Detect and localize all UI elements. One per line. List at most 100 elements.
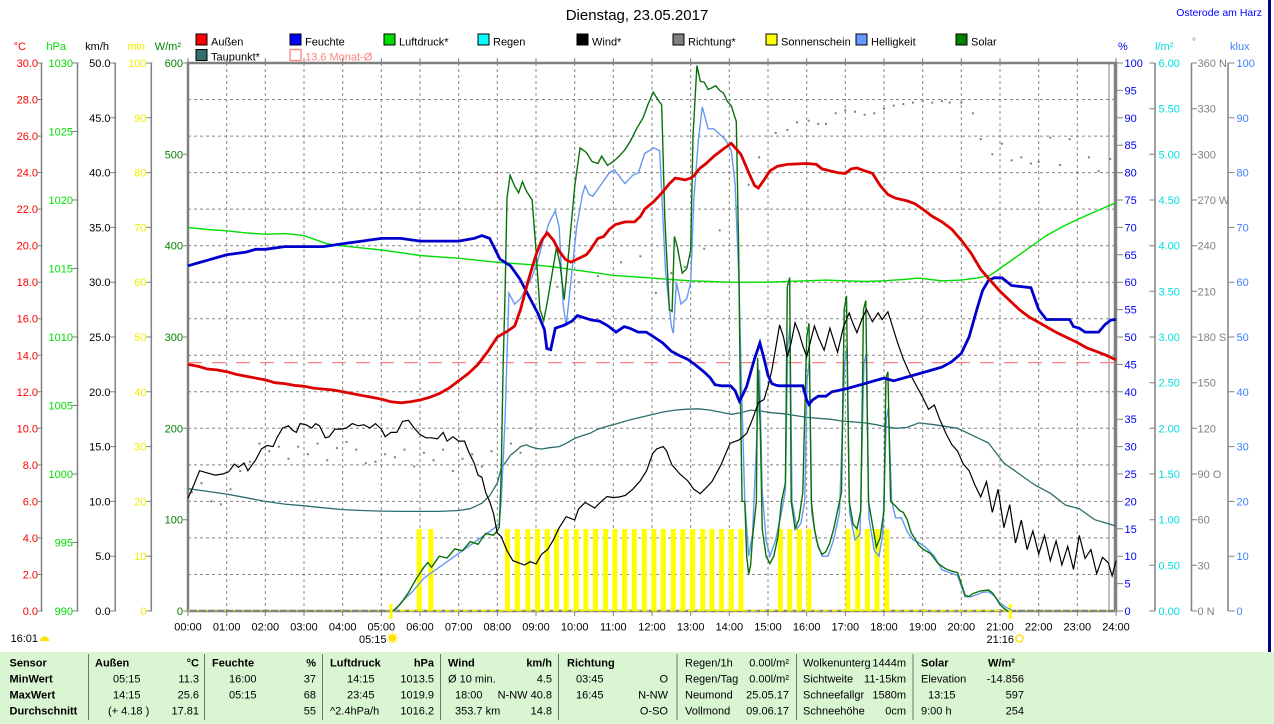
svg-text:l/m²: l/m² — [1155, 41, 1174, 53]
svg-text:05:15: 05:15 — [359, 634, 387, 646]
svg-text:18:00: 18:00 — [455, 690, 483, 702]
svg-text:15:00: 15:00 — [754, 622, 782, 634]
svg-text:16:01: 16:01 — [11, 633, 39, 645]
svg-text:23:45: 23:45 — [347, 690, 375, 702]
svg-text:11.3: 11.3 — [178, 674, 199, 686]
svg-text:6.0: 6.0 — [23, 496, 38, 508]
svg-text:Wind: Wind — [448, 658, 475, 670]
svg-text:210: 210 — [1198, 286, 1216, 298]
svg-text:35.0: 35.0 — [89, 222, 110, 234]
svg-text:Luftdruck*: Luftdruck* — [399, 37, 449, 49]
svg-text:-14.856: -14.856 — [987, 674, 1024, 686]
svg-text:1005: 1005 — [49, 401, 73, 413]
svg-text:180 S: 180 S — [1198, 332, 1227, 344]
svg-text:Außen: Außen — [211, 37, 243, 49]
svg-text:4.50: 4.50 — [1159, 195, 1180, 207]
svg-text:O: O — [659, 674, 668, 686]
svg-text:09.06.17: 09.06.17 — [746, 706, 789, 718]
svg-text:360 N: 360 N — [1198, 58, 1227, 70]
svg-text:16:45: 16:45 — [576, 690, 604, 702]
svg-text:200: 200 — [165, 423, 183, 435]
svg-text:Ø 10 min.: Ø 10 min. — [448, 674, 496, 686]
svg-text:300: 300 — [1198, 149, 1216, 161]
svg-text:4.5: 4.5 — [537, 674, 552, 686]
svg-text:10.0: 10.0 — [89, 496, 110, 508]
svg-text:07:00: 07:00 — [445, 622, 473, 634]
svg-text:Durchschnitt: Durchschnitt — [10, 706, 78, 718]
svg-text:24.0: 24.0 — [17, 168, 38, 180]
svg-text:150: 150 — [1198, 378, 1216, 390]
svg-text:16.0: 16.0 — [17, 314, 38, 326]
svg-text:25.0: 25.0 — [89, 332, 110, 344]
svg-text:Regen/1h: Regen/1h — [685, 658, 733, 670]
svg-text:19:00: 19:00 — [909, 622, 937, 634]
svg-text:100: 100 — [165, 515, 183, 527]
svg-text:60: 60 — [1237, 277, 1249, 289]
svg-text:10: 10 — [134, 551, 146, 563]
svg-text:Außen: Außen — [95, 658, 130, 670]
svg-text:3.00: 3.00 — [1159, 332, 1180, 344]
svg-text:Elevation: Elevation — [921, 674, 966, 686]
svg-text:23:00: 23:00 — [1064, 622, 1092, 634]
svg-text:Vollmond: Vollmond — [685, 706, 730, 718]
svg-text:1000: 1000 — [49, 469, 73, 481]
svg-text:Schneefallgr: Schneefallgr — [803, 690, 864, 702]
svg-text:0.00l/m²: 0.00l/m² — [749, 674, 789, 686]
svg-text:6.00: 6.00 — [1159, 58, 1180, 70]
svg-text:400: 400 — [165, 241, 183, 253]
svg-text:20: 20 — [1125, 496, 1137, 508]
svg-text:Solar: Solar — [971, 37, 997, 49]
svg-text:50: 50 — [1237, 332, 1249, 344]
svg-text:45.0: 45.0 — [89, 113, 110, 125]
svg-text:75: 75 — [1125, 195, 1137, 207]
svg-text:500: 500 — [165, 149, 183, 161]
svg-text:%: % — [306, 658, 316, 670]
svg-text:0: 0 — [140, 606, 146, 618]
svg-text:90 O: 90 O — [1198, 469, 1222, 481]
svg-text:60: 60 — [1125, 277, 1137, 289]
svg-text:Neumond: Neumond — [685, 690, 733, 702]
svg-text:65: 65 — [1125, 250, 1137, 262]
svg-text:^2.4hPa/h: ^2.4hPa/h — [330, 706, 379, 718]
svg-text:Dienstag, 23.05.2017: Dienstag, 23.05.2017 — [566, 7, 709, 24]
svg-text:1444m: 1444m — [872, 658, 906, 670]
svg-text:100: 100 — [1125, 58, 1143, 70]
svg-text:28.0: 28.0 — [17, 95, 38, 107]
svg-text:5.0: 5.0 — [95, 551, 110, 563]
svg-text:120: 120 — [1198, 423, 1216, 435]
svg-text:50: 50 — [1125, 332, 1137, 344]
svg-text:100: 100 — [128, 58, 146, 70]
svg-text:21:00: 21:00 — [986, 622, 1014, 634]
svg-text:14.0: 14.0 — [17, 350, 38, 362]
svg-text:0.0: 0.0 — [23, 606, 38, 618]
svg-text:37: 37 — [304, 674, 316, 686]
svg-text:70: 70 — [1125, 222, 1137, 234]
svg-text:W/m²: W/m² — [155, 41, 182, 53]
svg-text:24:00: 24:00 — [1102, 622, 1130, 634]
svg-text:26.0: 26.0 — [17, 131, 38, 143]
svg-text:11-15km: 11-15km — [864, 674, 906, 686]
svg-text:°: ° — [1192, 37, 1196, 48]
svg-text:10: 10 — [1237, 551, 1249, 563]
svg-text:05:15: 05:15 — [113, 674, 141, 686]
svg-text:0: 0 — [1237, 606, 1243, 618]
svg-text:Helligkeit: Helligkeit — [871, 37, 916, 49]
svg-text:Luftdruck: Luftdruck — [330, 658, 382, 670]
svg-text:0: 0 — [1125, 606, 1131, 618]
svg-text:90: 90 — [1125, 113, 1137, 125]
svg-text:30: 30 — [1237, 442, 1249, 454]
svg-text:50.0: 50.0 — [89, 58, 110, 70]
svg-text:0.50: 0.50 — [1159, 560, 1180, 572]
svg-text:5: 5 — [1125, 579, 1131, 591]
svg-text:Feuchte: Feuchte — [212, 658, 254, 670]
svg-text:80: 80 — [134, 168, 146, 180]
svg-text:240: 240 — [1198, 241, 1216, 253]
svg-text:°C: °C — [187, 658, 199, 670]
svg-text:16:00: 16:00 — [793, 622, 821, 634]
svg-text:Sichtweite: Sichtweite — [803, 674, 853, 686]
svg-text:0.0: 0.0 — [95, 606, 110, 618]
svg-text:12:00: 12:00 — [638, 622, 666, 634]
svg-text:13.6 Monat-Ø: 13.6 Monat-Ø — [305, 52, 373, 64]
svg-text:N-NW: N-NW — [638, 690, 669, 702]
svg-text:0: 0 — [177, 606, 183, 618]
